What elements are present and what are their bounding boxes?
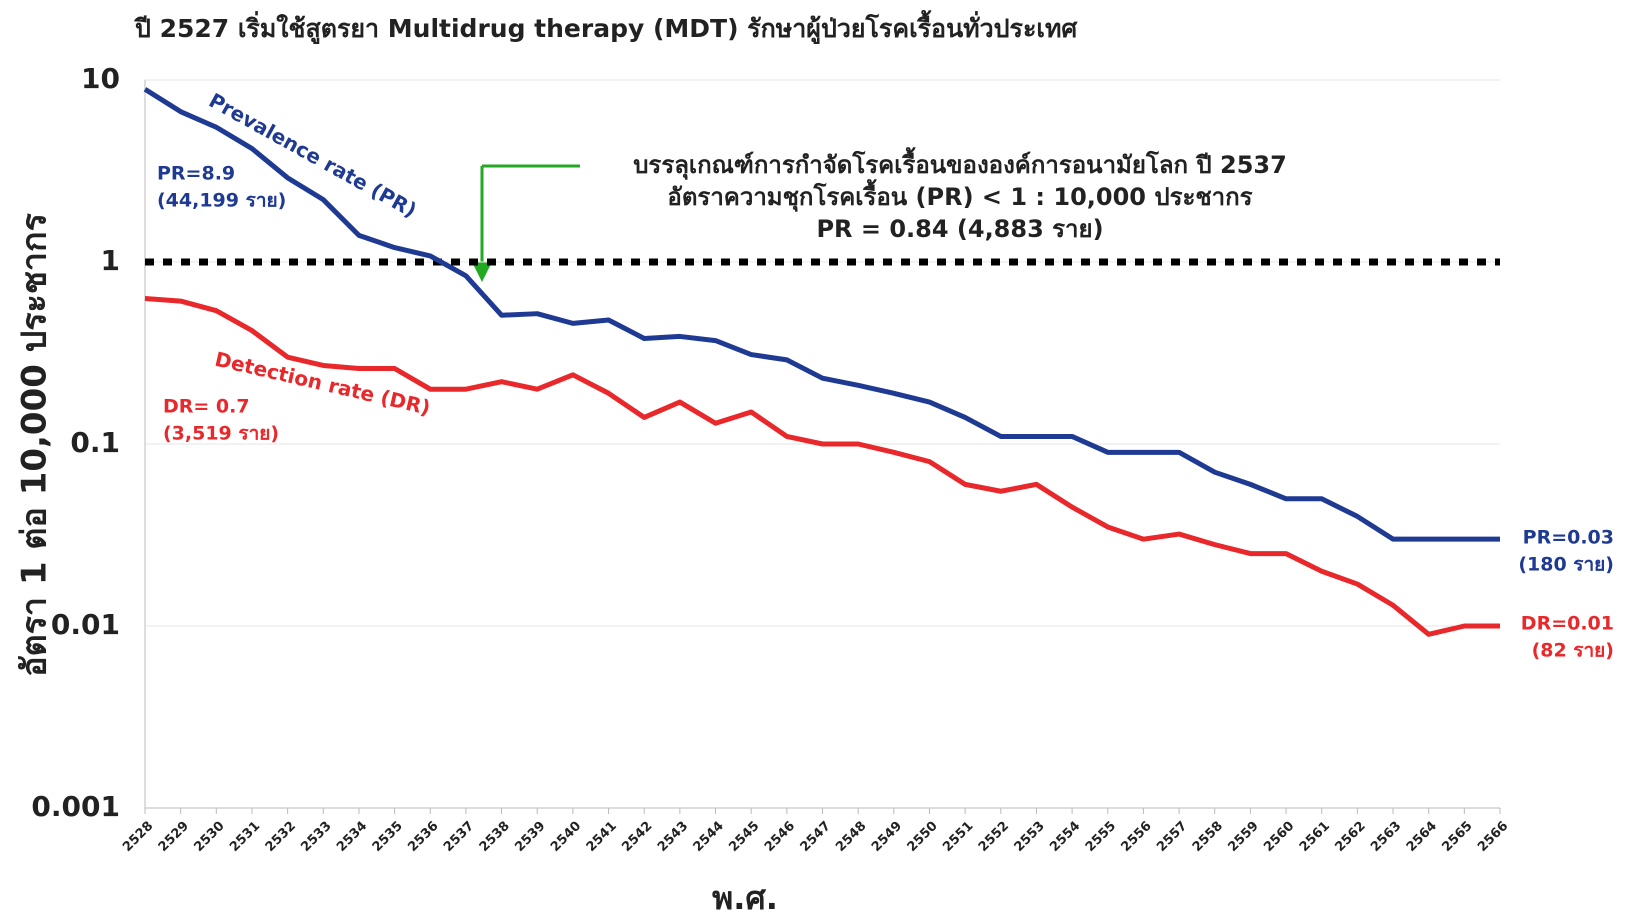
x-tick-label: 2560 xyxy=(1261,819,1297,855)
x-tick-label: 2549 xyxy=(869,819,905,855)
annotation: (44,199 ราย) xyxy=(157,190,286,212)
x-tick-label: 2533 xyxy=(298,819,334,855)
y-tick-label: 0.001 xyxy=(31,790,120,823)
x-tick-label: 2558 xyxy=(1190,819,1226,855)
annotation: (180 ราย) xyxy=(1518,554,1614,576)
y-tick-label: 0.1 xyxy=(70,426,120,459)
x-tick-label: 2552 xyxy=(976,819,1012,855)
x-tick-label: 2559 xyxy=(1226,819,1262,855)
x-tick-label: 2553 xyxy=(1012,819,1048,855)
x-tick-label: 2544 xyxy=(691,819,727,855)
x-tick-label: 2542 xyxy=(619,819,655,855)
x-tick-label: 2538 xyxy=(477,819,513,855)
x-tick-label: 2540 xyxy=(548,819,584,855)
x-tick-label: 2548 xyxy=(833,819,869,855)
arrow-head xyxy=(472,262,492,282)
annotation: PR=0.03 xyxy=(1523,527,1614,549)
y-tick-label: 1 xyxy=(101,244,120,277)
x-tick-label: 2562 xyxy=(1332,819,1368,855)
x-tick-label: 2563 xyxy=(1368,819,1404,855)
y-tick-label: 10 xyxy=(81,62,120,95)
series-line xyxy=(143,87,1500,542)
annotation: (82 ราย) xyxy=(1532,640,1614,662)
x-tick-label: 2550 xyxy=(905,819,941,855)
x-tick-label: 2545 xyxy=(726,819,762,855)
x-tick-label: 2539 xyxy=(512,819,548,855)
annotation: PR = 0.84 (4,883 ราย) xyxy=(816,215,1103,243)
x-tick-label: 2564 xyxy=(1404,819,1440,855)
y-axis-label: อัตรา 1 ต่อ 10,000 ประชากร xyxy=(15,212,55,676)
x-tick-label: 2531 xyxy=(227,819,263,855)
chart-title: ปี 2527 เริ่มใช้สูตรยา Multidrug therapy… xyxy=(133,9,1078,45)
x-tick-label: 2556 xyxy=(1119,819,1155,855)
x-tick-label: 2566 xyxy=(1475,819,1511,855)
x-tick-label: 2535 xyxy=(370,819,406,855)
x-tick-label: 2536 xyxy=(405,819,441,855)
x-tick-label: 2547 xyxy=(798,819,834,855)
annotation: PR=8.9 xyxy=(157,163,235,185)
x-tick-label: 2551 xyxy=(940,819,976,855)
x-tick-label: 2528 xyxy=(120,819,156,855)
x-axis-label: พ.ศ. xyxy=(712,879,778,917)
x-tick-label: 2546 xyxy=(762,819,798,855)
x-tick-label: 2537 xyxy=(441,819,477,855)
x-tick-label: 2557 xyxy=(1154,819,1190,855)
annotation: (3,519 ราย) xyxy=(163,423,279,445)
annotation: DR= 0.7 xyxy=(163,396,250,418)
annotation: DR=0.01 xyxy=(1521,613,1614,635)
x-tick-label: 2555 xyxy=(1083,819,1119,855)
y-tick-label: 0.01 xyxy=(51,608,120,641)
series-line xyxy=(144,296,1500,637)
x-tick-label: 2561 xyxy=(1297,819,1333,855)
x-tick-label: 2532 xyxy=(263,819,299,855)
x-tick-label: 2565 xyxy=(1439,819,1475,855)
x-tick-label: 2543 xyxy=(655,819,691,855)
x-tick-label: 2530 xyxy=(191,819,227,855)
annotation: อัตราความชุกโรคเรื้อน (PR) < 1 : 10,000 … xyxy=(667,178,1252,213)
x-tick-label: 2554 xyxy=(1047,819,1083,855)
x-tick-label: 2541 xyxy=(584,819,620,855)
x-tick-label: 2534 xyxy=(334,819,370,855)
x-tick-label: 2529 xyxy=(156,819,192,855)
annotation: บรรลุเกณฑ์การกำจัดโรคเรื้อนขององค์การอนา… xyxy=(633,146,1287,181)
